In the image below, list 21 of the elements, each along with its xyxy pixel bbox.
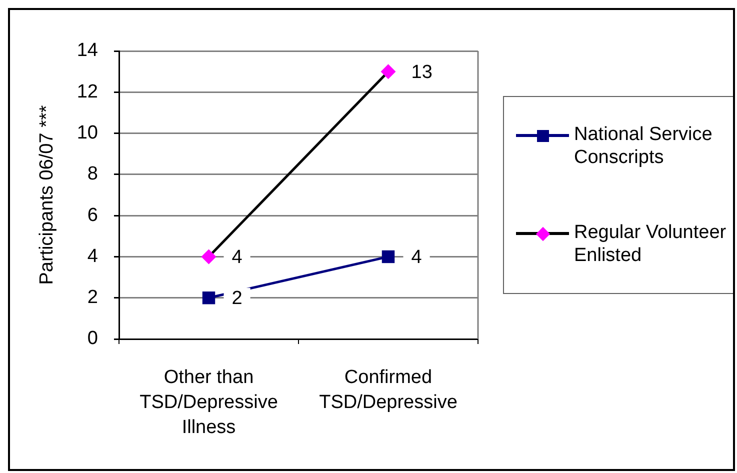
x-tick-label: Confirmed TSD/Depressive	[319, 366, 458, 413]
point	[382, 250, 395, 264]
y-tick-label: 12	[76, 81, 98, 102]
y-axis-title: Participants 06/07 ***	[36, 104, 58, 285]
point	[202, 291, 216, 304]
legend-label: Regular Volunteer Enlisted	[574, 221, 728, 267]
y-tick-label: 10	[76, 122, 98, 144]
x-tick-label: Other than TSD/Depressive Illness	[140, 366, 278, 438]
data-label: 4	[411, 246, 422, 268]
data-label: 13	[411, 62, 432, 83]
data-label: 4	[232, 246, 243, 268]
point	[201, 249, 216, 264]
data-label: 2	[232, 288, 242, 310]
y-tick-label: 2	[87, 287, 98, 308]
y-tick-label: 14	[76, 40, 98, 62]
point	[380, 64, 396, 80]
y-tick-label: 4	[87, 246, 98, 267]
legend-label: National Service Conscripts	[574, 123, 714, 169]
y-tick-label: 6	[87, 204, 98, 226]
y-tick-label: 8	[87, 164, 98, 185]
y-tick-label: 0	[87, 328, 98, 350]
